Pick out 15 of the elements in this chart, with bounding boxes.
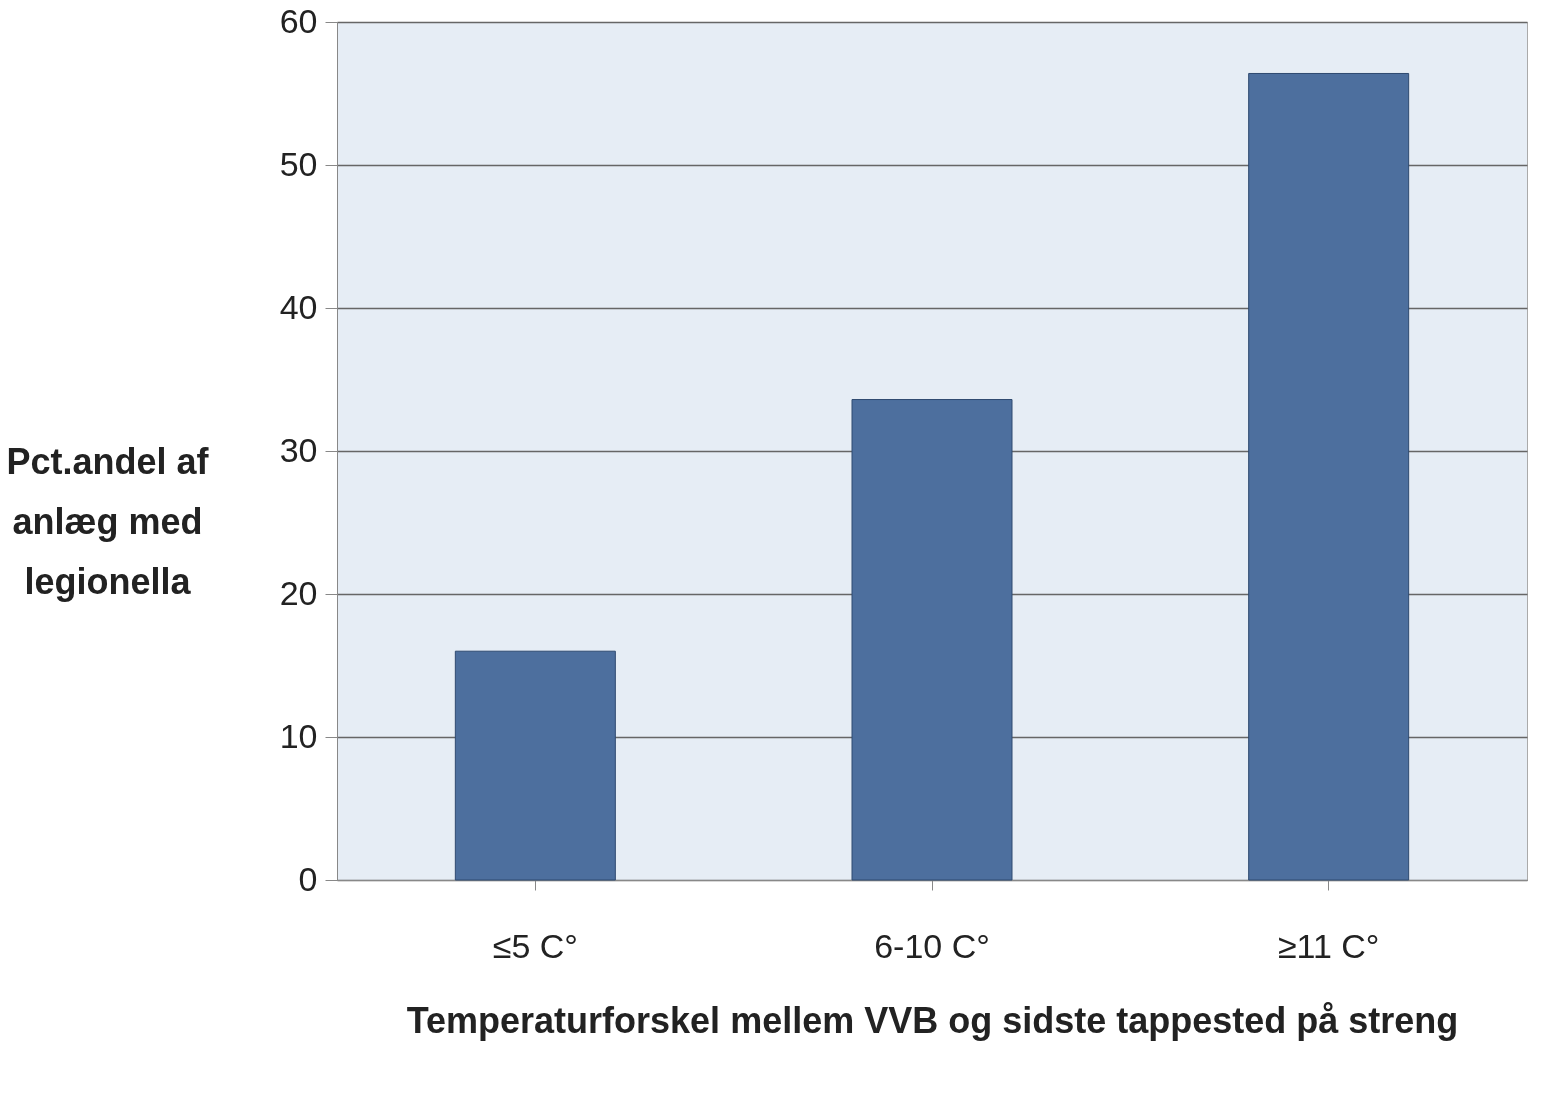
x-tick-label: 6-10 C° (874, 926, 990, 965)
y-tick-label: 0 (298, 859, 318, 898)
y-tick-label: 10 (279, 716, 318, 755)
y-axis-title: Pct.andel af anlæg med legionella (6, 440, 210, 602)
bar (851, 399, 1013, 881)
y-tick-label: 60 (279, 1, 318, 40)
x-tick-label: ≥11 C° (1277, 926, 1380, 965)
y-tick-label: 40 (279, 287, 318, 326)
y-tick-label: 50 (279, 144, 318, 183)
bar (1248, 72, 1410, 881)
y-tick-label: 30 (279, 430, 318, 469)
y-tick-label: 20 (279, 573, 318, 612)
x-axis-title: Temperaturforskel mellem VVB og sidste tappested på streng (406, 999, 1459, 1041)
x-tick-label: ≤5 C° (492, 926, 578, 965)
bar (454, 650, 616, 881)
